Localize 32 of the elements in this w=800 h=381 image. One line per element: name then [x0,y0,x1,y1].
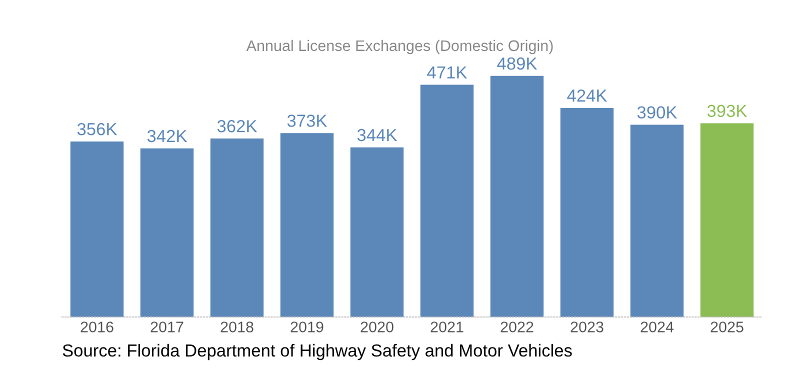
x-tick-label: 2020 [360,322,394,332]
data-label: 390K [637,106,678,119]
x-tick-label: 2021 [430,322,464,332]
x-tick-label: 2024 [640,322,674,332]
bar [560,108,614,317]
x-tick-label: 2018 [220,322,254,332]
data-label: 471K [427,66,468,78]
bar [420,84,474,317]
bar [700,123,754,317]
x-tick-label: 2017 [150,322,184,332]
data-label: 362K [217,120,258,132]
data-label: 373K [287,114,328,127]
bar [210,138,264,317]
data-label: 424K [567,89,608,102]
bar [70,141,124,317]
bar [280,133,334,317]
data-label: 356K [77,122,118,136]
chart-title: Annual License Exchanges (Domestic Origin) [246,40,553,54]
x-tick-label: 2019 [290,322,324,332]
x-tick-label: 2025 [710,322,744,332]
source-note: Source: Florida Department of Highway Safety and Motor Vehicles [62,344,572,360]
bar [630,124,684,317]
data-label: 344K [357,128,398,142]
bar [140,148,194,317]
data-label: 393K [707,104,748,118]
bar [350,147,404,317]
x-tick-label: 2022 [500,322,534,332]
data-label: 342K [147,130,188,142]
x-tick-label: 2016 [80,322,114,332]
bar [490,76,544,317]
x-tick-label: 2023 [570,322,604,332]
data-label: 489K [497,57,538,70]
